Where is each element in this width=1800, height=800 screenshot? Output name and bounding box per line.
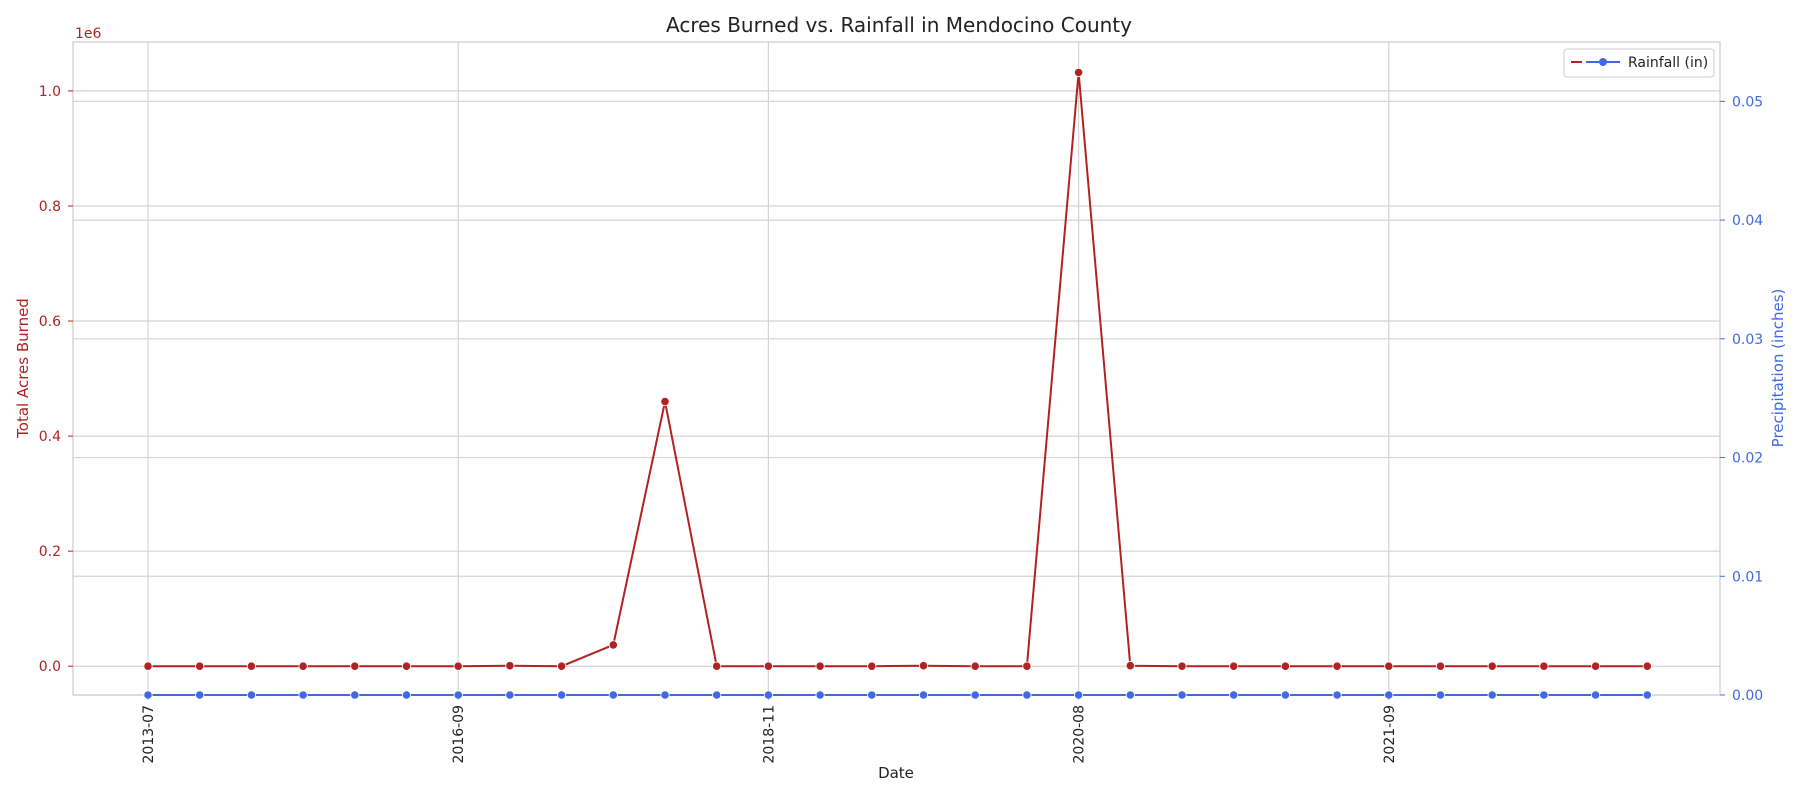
rainfall-point bbox=[453, 690, 463, 700]
rainfall-point bbox=[712, 690, 722, 700]
acres-burned-point bbox=[1177, 661, 1187, 671]
acres-burned-point bbox=[867, 661, 877, 671]
acres-burned-point bbox=[1074, 67, 1084, 78]
rainfall-point bbox=[1487, 690, 1497, 700]
acres-burned-point bbox=[712, 661, 722, 671]
rainfall-point bbox=[556, 690, 567, 700]
acres-burned-point bbox=[815, 661, 825, 671]
acres-burned-point bbox=[1332, 661, 1342, 671]
rainfall-point bbox=[660, 690, 670, 700]
rainfall-point bbox=[918, 690, 929, 700]
right-tick-label-3: 0.03 bbox=[1732, 332, 1763, 348]
right-axis-label: Precipitation (inches) bbox=[1769, 289, 1787, 448]
left-tick-label-4: 0.8 bbox=[39, 199, 61, 215]
acres-burned-line bbox=[148, 72, 1648, 668]
rainfall-point bbox=[401, 690, 412, 700]
right-tick-label-0: 0.00 bbox=[1732, 688, 1763, 704]
left-axis-ticks: 0.0 0.2 0.4 0.6 0.8 1.0 bbox=[39, 84, 73, 675]
rainfall-point bbox=[763, 690, 774, 700]
x-tick-label-4: 2021-09 bbox=[1382, 705, 1398, 764]
acres-burned-point bbox=[1591, 661, 1601, 671]
acres-burned-point bbox=[1384, 661, 1394, 671]
left-tick-label-2: 0.4 bbox=[39, 429, 61, 445]
acres-burned-point bbox=[556, 661, 567, 671]
rainfall-point bbox=[1022, 690, 1032, 700]
rainfall-point bbox=[1435, 690, 1446, 700]
acres-burned-point bbox=[1642, 661, 1652, 671]
rainfall-point bbox=[970, 690, 980, 700]
rainfall-point bbox=[1280, 690, 1291, 700]
acres-burned-point bbox=[1229, 661, 1239, 671]
left-axis-label: Total Acres Burned bbox=[14, 298, 32, 439]
rainfall-point bbox=[867, 690, 877, 700]
acres-burned-point bbox=[401, 661, 412, 671]
x-tick-label-0: 2013-07 bbox=[141, 705, 157, 764]
legend-frame bbox=[1563, 48, 1715, 78]
rainfall-point bbox=[1539, 690, 1549, 700]
acres-burned-point bbox=[195, 661, 205, 671]
rainfall-point bbox=[608, 690, 618, 700]
legend-label-rainfall: Rainfall (in) bbox=[1628, 55, 1708, 71]
rainfall-point bbox=[1332, 690, 1342, 700]
rainfall-point bbox=[1074, 690, 1084, 700]
rainfall-point bbox=[1177, 690, 1187, 700]
left-tick-label-0: 0.0 bbox=[39, 659, 61, 675]
left-tick-label-3: 0.6 bbox=[39, 314, 61, 330]
rainfall-point bbox=[246, 690, 256, 700]
rainfall-point bbox=[815, 690, 825, 700]
acres-burned-point bbox=[1125, 661, 1135, 671]
acres-burned-point bbox=[1022, 661, 1032, 671]
plot-frame bbox=[72, 41, 1721, 696]
acres-burned-point bbox=[1435, 661, 1446, 671]
rainfall-point bbox=[1642, 690, 1652, 700]
acres-burned-point bbox=[1280, 661, 1291, 671]
rainfall-point bbox=[1229, 690, 1239, 700]
acres-burned-point bbox=[918, 661, 929, 671]
x-axis-ticks: 2013-07 2016-09 2018-11 2020-08 2021-09 bbox=[141, 695, 1398, 764]
acres-burned-point bbox=[1539, 661, 1549, 671]
right-tick-label-1: 0.01 bbox=[1732, 569, 1763, 585]
x-tick-label-1: 2016-09 bbox=[451, 705, 467, 764]
rainfall-point bbox=[143, 690, 153, 700]
legend-marker-rainfall bbox=[1599, 58, 1607, 66]
legend: Rainfall (in) bbox=[1563, 48, 1715, 78]
acres-burned-point bbox=[763, 661, 774, 671]
acres-burned-point bbox=[970, 661, 980, 671]
left-tick-label-5: 1.0 bbox=[39, 84, 61, 100]
chart-title: Acres Burned vs. Rainfall in Mendocino C… bbox=[666, 13, 1132, 37]
acres-burned-point bbox=[143, 661, 153, 671]
rainfall-point bbox=[195, 690, 205, 700]
left-axis-offset-label: 1e6 bbox=[75, 26, 102, 42]
acres-burned-point bbox=[453, 661, 463, 671]
acres-burned-point bbox=[298, 661, 308, 671]
acres-burned-point bbox=[1487, 661, 1497, 671]
right-axis-ticks: 0.00 0.01 0.02 0.03 0.04 0.05 bbox=[1720, 94, 1763, 704]
rainfall-point bbox=[1125, 690, 1135, 700]
right-tick-label-4: 0.04 bbox=[1732, 213, 1763, 229]
rainfall-point bbox=[1384, 690, 1394, 700]
acres-burned-point bbox=[350, 661, 360, 671]
acres-burned-point bbox=[660, 396, 670, 407]
x-tick-label-3: 2020-08 bbox=[1072, 705, 1088, 764]
x-axis-label: Date bbox=[878, 764, 914, 782]
rainfall-point bbox=[350, 690, 360, 700]
rainfall-point bbox=[1591, 690, 1601, 700]
grid-lines bbox=[73, 42, 1720, 696]
acres-burned-point bbox=[505, 661, 515, 671]
acres-burned-point bbox=[246, 661, 256, 671]
rainfall-point bbox=[505, 690, 515, 700]
right-tick-label-5: 0.05 bbox=[1732, 94, 1763, 110]
right-tick-label-2: 0.02 bbox=[1732, 451, 1763, 467]
acres-burned-point bbox=[608, 640, 618, 650]
rainfall-point bbox=[298, 690, 308, 700]
left-tick-label-1: 0.2 bbox=[39, 544, 61, 560]
series-layer bbox=[143, 67, 1652, 700]
x-tick-label-2: 2018-11 bbox=[761, 705, 777, 764]
